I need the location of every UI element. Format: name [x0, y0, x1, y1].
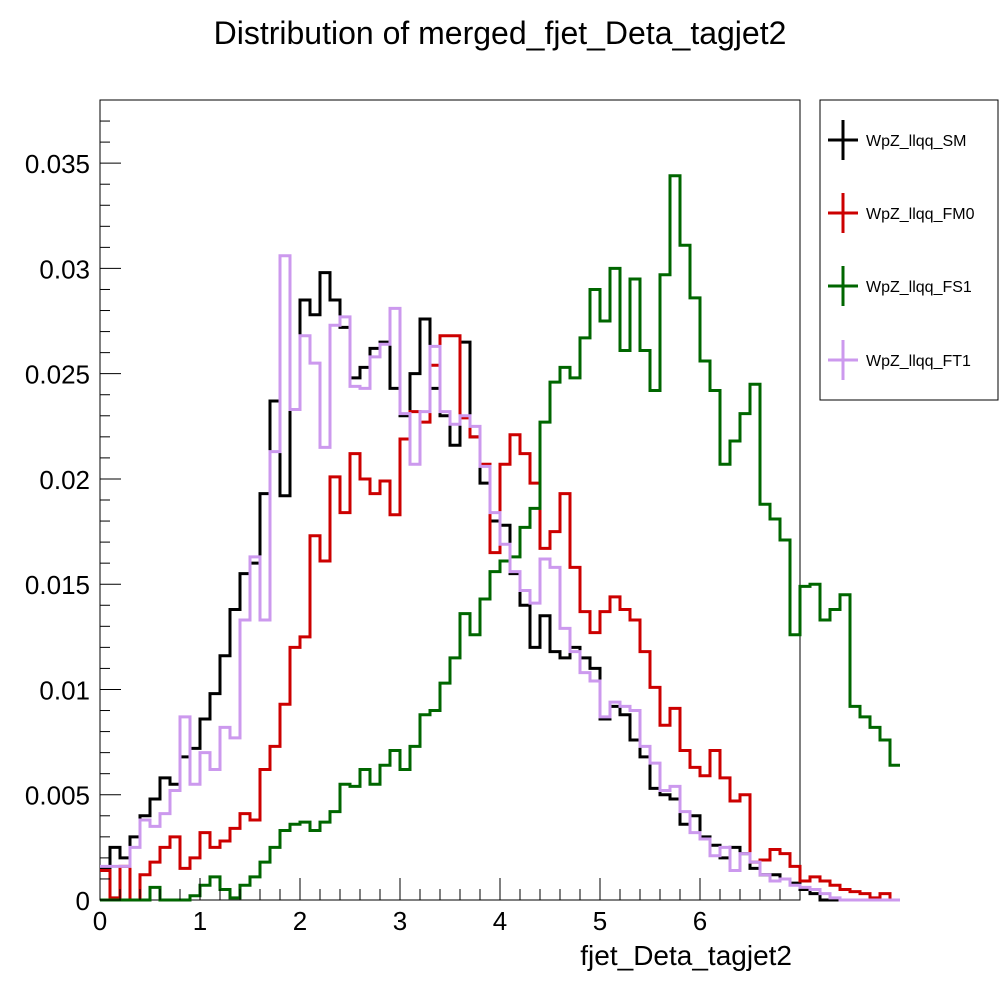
series-line-2	[100, 174, 900, 902]
legend-box	[819, 99, 999, 401]
x-tick-label: 0	[93, 906, 107, 936]
legend-label: WpZ_llqq_FM0	[866, 206, 975, 223]
y-tick-label: 0.03	[39, 254, 90, 284]
plot-frame	[99, 99, 801, 901]
legend-entry-0: WpZ_llqq_SM	[828, 120, 966, 160]
series-line-0	[100, 271, 900, 902]
x-tick-label: 1	[193, 906, 207, 936]
y-tick-label: 0.015	[25, 570, 90, 600]
x-tick-label: 2	[293, 906, 307, 936]
x-tick-label: 6	[693, 906, 707, 936]
series-layer	[100, 174, 900, 902]
y-tick-label: 0	[76, 886, 90, 916]
y-tick-label: 0.035	[25, 149, 90, 179]
series-line-3	[100, 254, 900, 902]
axis-layer: 0 1 2 3 4 5 6 0 0.005 0.01 0.015 0.02 0.025 0.03 0.035	[25, 99, 781, 936]
legend-entry-1: WpZ_llqq_FM0	[828, 193, 975, 233]
x-tick-label: 3	[393, 906, 407, 936]
legend-label: WpZ_llqq_FT1	[866, 353, 971, 370]
x-axis-title: fjet_Deta_tagjet2	[580, 940, 792, 971]
chart-title: Distribution of merged_fjet_Deta_tagjet2	[214, 15, 787, 51]
legend-label: WpZ_llqq_FS1	[866, 279, 972, 296]
legend-entry-3: WpZ_llqq_FT1	[828, 340, 971, 380]
legend-entry-2: WpZ_llqq_FS1	[828, 266, 972, 306]
x-tick-label: 5	[593, 906, 607, 936]
y-tick-label: 0.02	[39, 465, 90, 495]
legend-label: WpZ_llqq_SM	[866, 133, 966, 150]
series-line-1	[100, 334, 900, 902]
x-tick-label: 4	[493, 906, 507, 936]
y-tick-label: 0.025	[25, 360, 90, 390]
y-tick-label: 0.01	[39, 675, 90, 705]
y-tick-label: 0.005	[25, 781, 90, 811]
legend: WpZ_llqq_SM WpZ_llqq_FM0 WpZ_llqq_FS1 WpZ_l…	[828, 120, 975, 380]
